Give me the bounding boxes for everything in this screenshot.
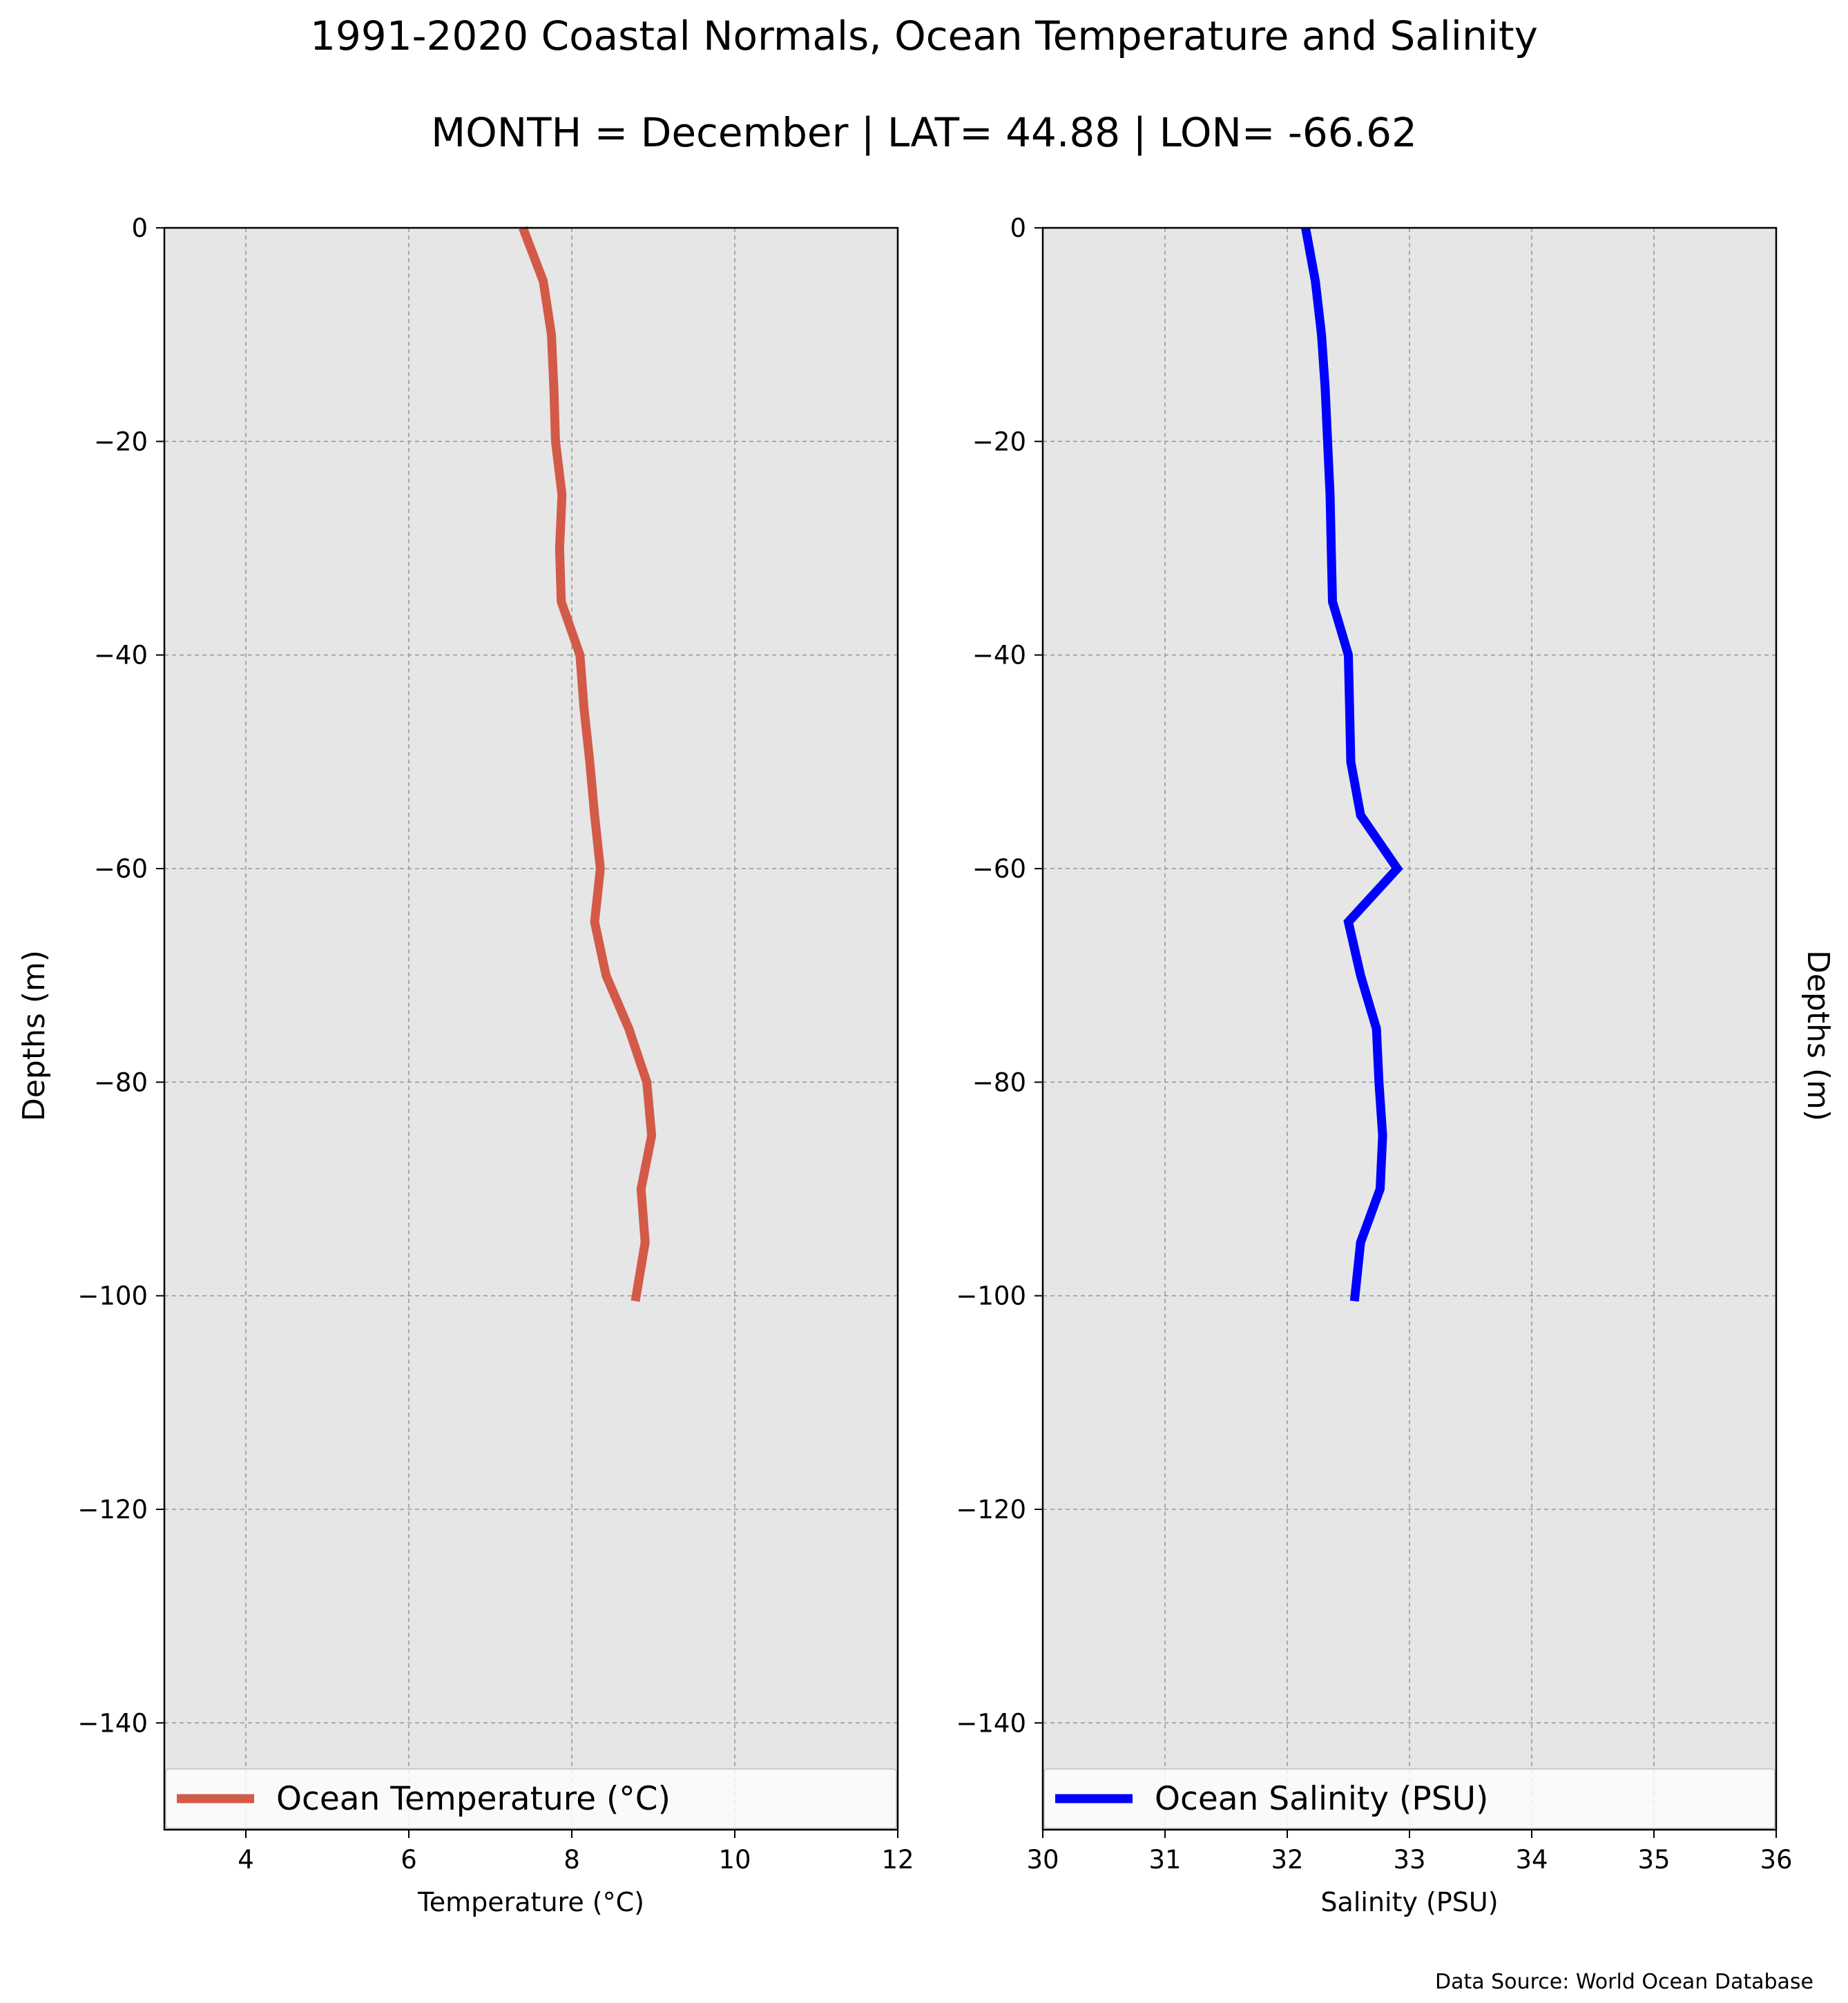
x-tick-label: 36: [1760, 1845, 1792, 1875]
y-tick-label: −60: [94, 854, 148, 884]
legend: Ocean Temperature (°C): [165, 1768, 897, 1829]
y-tick-label: −60: [972, 854, 1026, 884]
x-axis-label: Salinity (PSU): [1320, 1887, 1498, 1917]
y-axis-label-left: Depths (m): [17, 950, 52, 1121]
x-axis-label: Temperature (°C): [417, 1887, 644, 1917]
y-tick-label: −40: [94, 641, 148, 670]
legend: Ocean Salinity (PSU): [1043, 1768, 1775, 1829]
x-tick-label: 12: [881, 1845, 914, 1875]
salinity-panel: Ocean Salinity (PSU) 30 31 32 33 34 35 36 0 −20 −4…: [956, 213, 1792, 1917]
y-tick-label: −80: [94, 1067, 148, 1097]
y-tick-label: 0: [131, 213, 148, 243]
y-tick-label: −20: [94, 427, 148, 456]
y-tick-label: −140: [77, 1708, 148, 1738]
axes-frame: [163, 226, 899, 1831]
legend-label: Ocean Temperature (°C): [276, 1780, 671, 1818]
data-source-note: Data Source: World Ocean Database: [1435, 1970, 1813, 1994]
x-tick-label: 35: [1637, 1845, 1670, 1875]
y-tick-label: −120: [77, 1495, 148, 1525]
x-tick-label: 31: [1148, 1845, 1181, 1875]
series-line: [1301, 226, 1403, 1302]
legend-label: Ocean Salinity (PSU): [1155, 1780, 1488, 1818]
series-line: [519, 226, 657, 1302]
y-tick-label: −20: [972, 427, 1026, 456]
x-tick-label: 30: [1026, 1845, 1059, 1875]
y-tick-label: −80: [972, 1067, 1026, 1097]
y-tick-label: −140: [956, 1708, 1026, 1738]
y-tick-label: 0: [1010, 213, 1026, 243]
x-tick-label: 32: [1271, 1845, 1303, 1875]
x-tick-label: 34: [1515, 1845, 1548, 1875]
plot-background: [164, 228, 898, 1830]
temperature-panel: Ocean Temperature (°C) 4 6 8 10 12 0 −20 −40 −60 −…: [77, 213, 914, 1917]
chart-title: 1991-2020 Coastal Normals, Ocean Tempera…: [310, 12, 1538, 59]
y-tick-label: −100: [77, 1281, 148, 1311]
chart-subtitle: MONTH = December | LAT= 44.88 | LON= -66…: [431, 109, 1417, 156]
y-tick-label: −40: [972, 641, 1026, 670]
x-tick-label: 10: [718, 1845, 751, 1875]
x-tick-label: 4: [238, 1845, 254, 1875]
x-tick-label: 8: [564, 1845, 580, 1875]
y-tick-label: −100: [956, 1281, 1026, 1311]
legend-box: [165, 1768, 897, 1829]
x-tick-label: 33: [1393, 1845, 1425, 1875]
y-tick-label: −120: [956, 1495, 1026, 1525]
legend-box: [1043, 1768, 1775, 1829]
x-tick-label: 6: [401, 1845, 417, 1875]
y-axis-label-right: Depths (m): [1800, 950, 1836, 1121]
